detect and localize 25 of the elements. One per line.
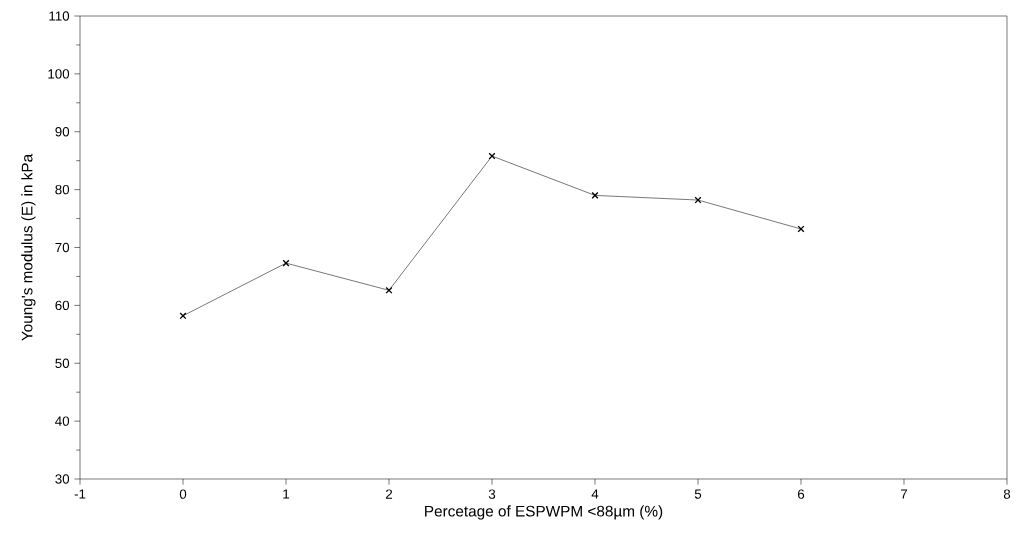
y-tick-label: 80 [55,184,70,195]
y-tick-label: 50 [55,358,70,368]
x-tick-label: 1 [283,489,290,499]
point [385,286,393,294]
point [591,191,599,199]
x-tick-label: 3 [488,489,496,499]
y-tick-label: 90 [55,127,70,137]
x-tick-label: 6 [797,489,805,499]
y-tick-label: 70 [55,242,70,253]
x-tick-label: 7 [900,489,908,499]
y-tick-label: 30 [55,474,70,484]
y-tick-label: 60 [55,300,70,311]
y-axis-title: Young's modulus (E) in kPa [21,153,36,341]
point [282,259,290,267]
y-tick-label: 40 [55,416,70,426]
y-tick-label: 100 [48,69,70,79]
x-axis-title: Percetage of ESPWPM <88µm (%) [425,505,663,520]
x-tick-label: -1 [74,489,86,499]
point [179,312,187,320]
x-tick-label: 2 [385,489,393,499]
x-tick-label: 0 [179,489,187,499]
y-tick-label: 110 [49,11,70,21]
x-tick-label: 5 [694,489,702,499]
x-tick-label: 8 [1003,489,1011,499]
x-tick-label: 4 [591,489,599,499]
